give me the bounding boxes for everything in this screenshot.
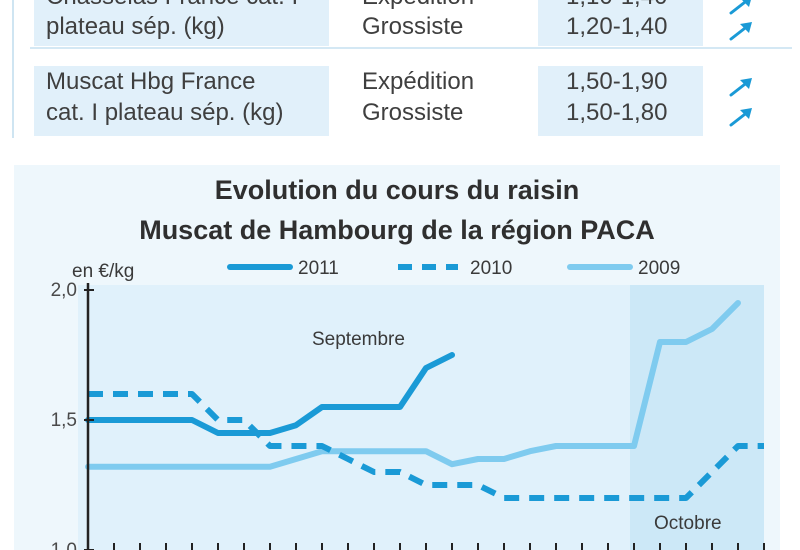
chart-canvas: 2,0 1,5 1,0 en €/kg 2011 2010 2009 Septe… xyxy=(51,258,765,550)
product-line: Chasselas France cat. I xyxy=(46,0,298,12)
arrow-up-right-icon xyxy=(729,78,752,97)
price-chart: Evolution du cours du raisin Muscat de H… xyxy=(14,165,780,550)
series-line-2011 xyxy=(85,352,455,436)
price-table: Chasselas France cat. I plateau sép. (kg… xyxy=(12,0,792,138)
annotation-septembre: Septembre xyxy=(312,329,405,350)
octobre-shaded-region xyxy=(630,285,764,550)
price-range: 1,20-1,40 xyxy=(566,13,668,40)
product-line: cat. I plateau sép. (kg) xyxy=(46,99,284,126)
arrow-up-right-icon xyxy=(729,22,752,41)
chart-title-line-1: Evolution du cours du raisin xyxy=(214,175,580,205)
y-tick-label: 2,0 xyxy=(51,280,77,301)
price-range: 1,50-1,80 xyxy=(566,99,668,126)
stage-label: Grossiste xyxy=(362,13,464,40)
product-line: plateau sép. (kg) xyxy=(46,13,225,40)
y-axis-unit-label: en €/kg xyxy=(72,261,134,282)
row-separator xyxy=(30,47,792,49)
stage-label: Expédition xyxy=(362,0,474,12)
stage-label: Expédition xyxy=(362,68,475,95)
price-cell xyxy=(538,0,703,46)
product-cell xyxy=(34,66,329,136)
annotation-octobre: Octobre xyxy=(654,513,722,534)
stage-label: Grossiste xyxy=(362,99,464,126)
legend-label-2010: 2010 xyxy=(470,258,512,279)
y-tick-label: 1,0 xyxy=(51,540,77,550)
price-range: 1,50-1,90 xyxy=(566,68,668,95)
legend-label-2011: 2011 xyxy=(298,258,339,279)
arrow-up-right-icon xyxy=(729,0,751,15)
price-range: 1,10-1,40 xyxy=(566,0,667,12)
y-tick-label: 1,5 xyxy=(51,410,77,431)
series-line-2009 xyxy=(85,300,741,470)
legend-label-2009: 2009 xyxy=(638,258,680,279)
arrow-up-right-icon xyxy=(729,108,752,127)
product-line: Muscat Hbg France xyxy=(46,68,256,95)
price-cell xyxy=(538,66,703,136)
product-cell xyxy=(34,0,329,46)
chart-title-line-2: Muscat de Hambourg de la région PACA xyxy=(139,215,655,245)
